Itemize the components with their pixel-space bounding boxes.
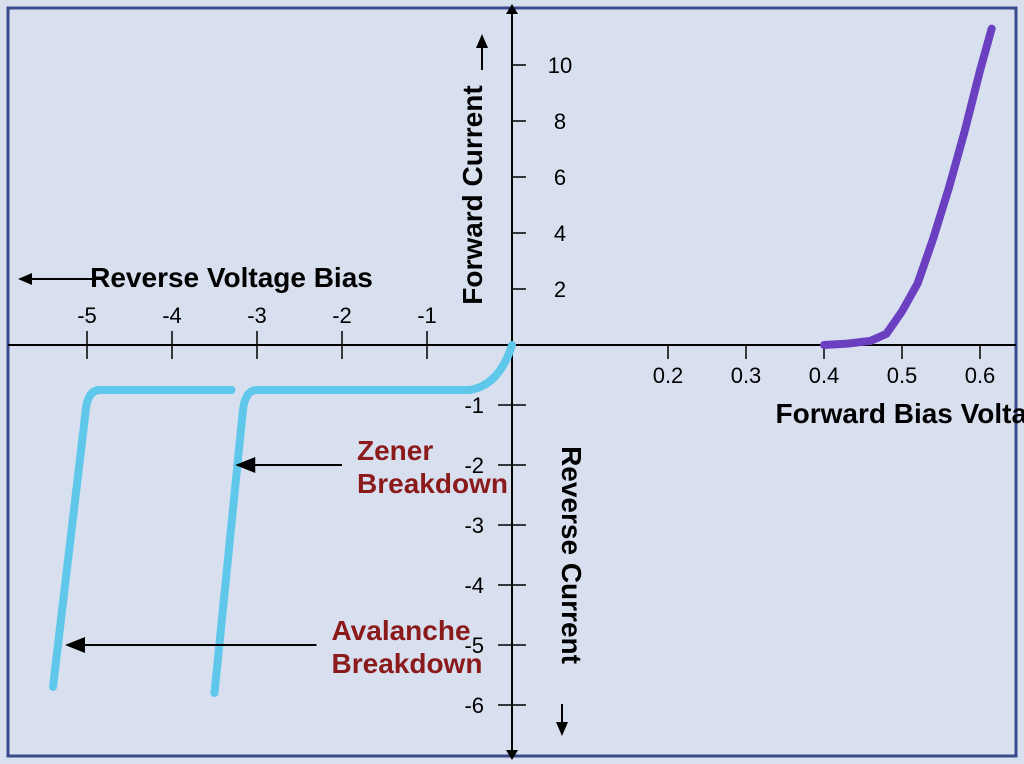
y-pos-tick-label: 6 [554,165,566,190]
reverse-voltage-arrowhead [18,273,32,285]
y-neg-tick-label: -3 [464,513,484,538]
y-neg-tick-label: -1 [464,393,484,418]
avalanche-label-line1: Avalanche [332,615,471,646]
x-pos-tick-label: 0.5 [887,363,918,388]
y-pos-tick-label: 4 [554,221,566,246]
x-pos-tick-label: 0.4 [809,363,840,388]
x-neg-tick-label: -4 [162,303,182,328]
y-pos-tick-label: 8 [554,109,566,134]
x-axis-right-label: Forward Bias Voltage [775,398,1024,429]
avalanche-label-line2: Breakdown [332,648,483,679]
y-pos-tick-label: 10 [548,53,572,78]
y-neg-tick-label: -6 [464,693,484,718]
reverse-current-arrowhead [556,722,568,736]
y-pos-tick-label: 2 [554,277,566,302]
x-pos-tick-label: 0.6 [965,363,996,388]
y-neg-tick-label: -4 [464,573,484,598]
x-neg-tick-label: -2 [332,303,352,328]
forward-curve [824,29,992,345]
x-axis-left-label: Reverse Voltage Bias [90,262,373,293]
diode-iv-chart: -5-4-3-2-10.20.30.40.50.60.7246810-1-2-3… [0,0,1024,764]
avalanche-curve [53,390,232,687]
chart-svg: -5-4-3-2-10.20.30.40.50.60.7246810-1-2-3… [0,0,1024,764]
y-axis-bottom-label: Reverse Current [556,446,587,664]
y-axis-top-label: Forward Current [457,85,488,304]
forward-current-arrowhead [476,34,488,48]
x-pos-tick-label: 0.2 [653,363,684,388]
x-neg-tick-label: -5 [77,303,97,328]
zener-label-line2: Breakdown [357,468,508,499]
x-pos-tick-label: 0.3 [731,363,762,388]
x-neg-tick-label: -1 [417,303,437,328]
zener-label-line1: Zener [357,435,433,466]
x-neg-tick-label: -3 [247,303,267,328]
